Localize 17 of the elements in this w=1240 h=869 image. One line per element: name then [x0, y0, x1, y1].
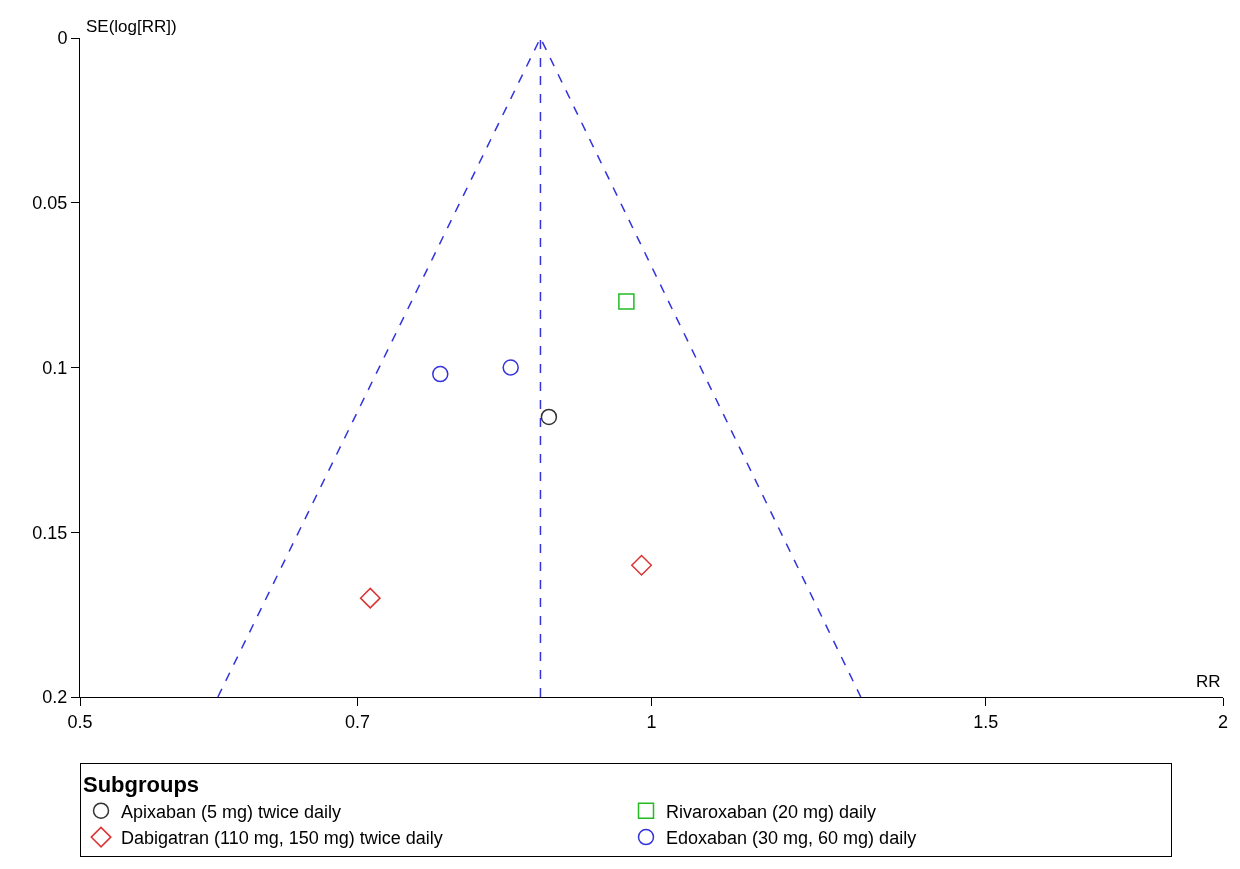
y-axis-title: SE(log[RR])	[86, 17, 177, 36]
legend-label: Rivaroxaban (20 mg) daily	[666, 801, 877, 822]
x-axis-title: RR	[1196, 672, 1221, 691]
y-tick-label: 0	[57, 28, 68, 49]
x-tick-label: 1.5	[973, 711, 999, 732]
y-tick-label: 0.05	[32, 193, 68, 214]
x-tick-label: 0.5	[67, 711, 93, 732]
y-tick-label: 0.15	[32, 522, 68, 543]
x-tick-label: 0.7	[344, 711, 370, 732]
y-tick-label: 0.1	[42, 357, 68, 378]
legend-label: Edoxaban (30 mg, 60 mg) daily	[666, 828, 917, 849]
legend-label: Apixaban (5 mg) twice daily	[121, 801, 342, 822]
x-tick-label: 1	[646, 711, 657, 732]
x-tick-label: 2	[1217, 711, 1229, 732]
legend-title: Subgroups	[83, 772, 200, 798]
y-tick-label: 0.2	[42, 687, 68, 708]
legend-label: Dabigatran (110 mg, 150 mg) twice daily	[121, 828, 443, 849]
